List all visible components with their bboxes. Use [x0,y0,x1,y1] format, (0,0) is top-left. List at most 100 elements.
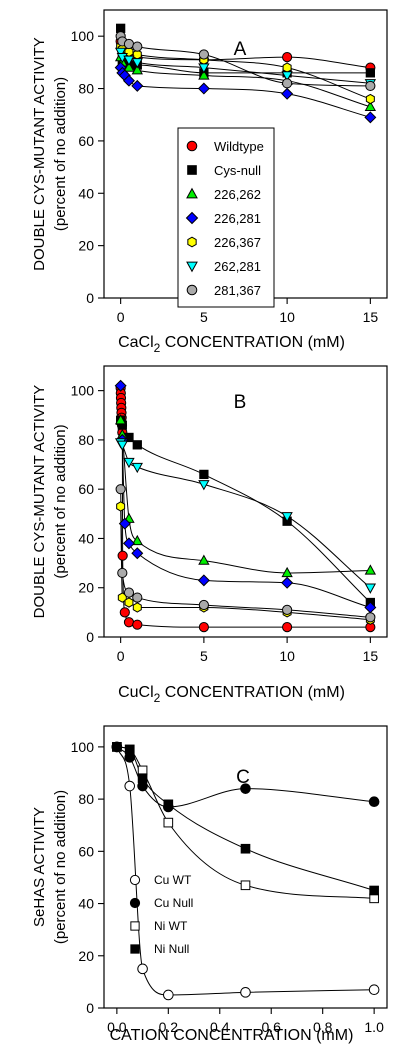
x-tick-label: 15 [363,648,379,664]
data-point [163,799,174,810]
x-tick-label: 1.0 [364,1019,384,1035]
data-point [281,576,294,589]
y-tick-label: 40 [78,530,94,546]
y-tick-label: 20 [78,948,94,964]
x-axis-title: CATION CONCENTRATION (mM) [110,1027,354,1044]
series-line [120,420,371,603]
data-point [368,796,380,808]
data-point [131,58,143,69]
data-point [368,984,380,996]
data-point [137,773,148,784]
y-tick-label: 20 [78,580,94,596]
data-point [240,843,251,854]
series-line [120,442,371,589]
legend-entry: Ni Null [154,942,189,956]
legend-entry: Cu Null [154,896,193,910]
x-tick-label: 0.6 [261,1019,281,1035]
data-point [124,597,134,608]
y-tick-label: 20 [78,238,94,254]
y-tick-label: 60 [78,843,94,859]
x-axis-title-part: CuCl [118,684,154,701]
data-point [199,469,209,480]
data-point [115,484,126,495]
data-point [198,49,209,60]
data-point [365,612,376,623]
data-point [122,74,135,87]
data-point [240,880,251,891]
data-point [163,817,174,828]
legend-marker [186,140,198,152]
data-point [116,501,126,512]
data-point [364,111,377,124]
data-point [282,52,293,63]
x-tick-label: 0 [117,648,125,664]
x-axis-title: CaCl2 CONCENTRATION (mM) [118,334,345,355]
data-point [197,574,210,587]
panel-label: A [234,39,247,60]
series-line [120,506,371,621]
data-point [281,566,293,578]
series-line [120,388,371,628]
data-point [365,80,376,92]
data-point [198,622,209,633]
legend-marker [129,874,141,886]
data-point [123,55,135,66]
panel-a: 0 20 40 60 80 100 0 5 10 15 DOUBLE CYS-MUTANT ACTI… [31,9,388,355]
data-point [282,604,293,616]
y-tick-label: 100 [71,383,95,399]
data-point [124,744,135,755]
x-tick-label: 10 [279,309,295,325]
data-point [365,68,375,78]
x-tick-label: 0.0 [107,1019,127,1035]
x-tick-label: 15 [363,309,379,325]
y-tick-label: 80 [78,791,94,807]
y-axis-title: DOUBLE CYS-MUTANT ACTIVITY [31,385,48,619]
legend-entry: 281,367 [214,283,261,298]
panel-label: C [236,767,250,788]
legend-marker [186,284,198,296]
legend-entry: 226,367 [214,235,261,250]
data-point [132,602,142,613]
data-point [240,987,251,998]
data-point [117,567,128,579]
data-point [281,71,293,82]
data-point [131,547,144,560]
y-tick-label: 40 [78,896,94,912]
x-tick-label: 5 [200,648,208,664]
legend-marker [186,261,198,273]
legend-entry: 226,281 [214,211,261,226]
data-point [114,379,127,392]
x-axis-title-part: CONCENTRATION (mM) [160,334,345,351]
series-line [120,67,371,118]
legend-marker [130,921,140,931]
legend: Wildtype Cys-null 226,262 226,281 226,367 262… [177,127,275,308]
y-tick-label: 0 [86,1000,94,1016]
x-tick-label: 0.2 [159,1019,179,1035]
data-point [117,550,128,561]
y-axis-subtitle: (percent of no addition) [52,424,69,578]
data-point [124,780,136,792]
legend-marker [129,897,141,909]
legend-entry: Cys-null [214,163,261,178]
data-point [369,885,379,896]
data-point [198,554,210,565]
x-tick-label: 5 [200,309,208,325]
data-point [198,63,210,74]
data-point [132,440,142,450]
x-tick-label: 0 [117,309,125,325]
legend-entry: 262,281 [214,259,261,274]
y-tick-label: 100 [71,28,95,44]
legend-marker [187,236,197,248]
data-point [123,61,135,72]
data-point [364,583,377,594]
data-point [122,537,135,550]
legend-marker [185,211,199,225]
legend-entry: Wildtype [214,139,264,154]
y-axis-subtitle: (percent of no addition) [52,790,69,944]
data-point [131,79,144,92]
data-point [119,607,130,618]
y-axis-title: SeHAS ACTIVITY [31,807,48,927]
data-point [282,622,293,633]
x-axis-title-part: 2 [154,691,161,705]
plot-frame [103,725,388,1009]
